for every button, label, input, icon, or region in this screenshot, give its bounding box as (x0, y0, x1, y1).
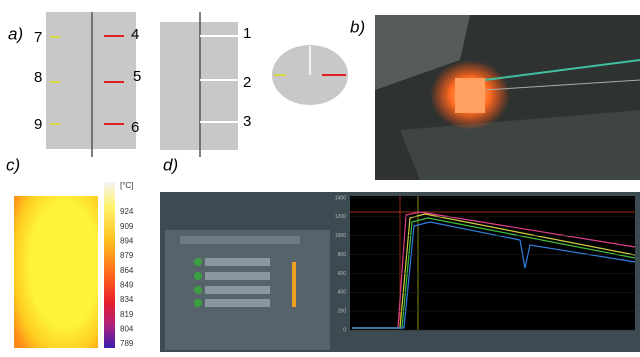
panel-label: a) (8, 24, 23, 43)
colorbar-label: 909 (120, 222, 134, 231)
colorbar-label: 849 (120, 280, 134, 289)
specimen (46, 12, 136, 149)
temperature-map (14, 196, 98, 348)
photo-specimen (455, 78, 485, 113)
colorbar-label: 879 (120, 251, 134, 260)
colorbar-label: 894 (120, 236, 134, 245)
sensor-number: 3 (243, 113, 251, 130)
colorbar-label: 864 (120, 266, 134, 275)
colorbar (104, 182, 115, 348)
colorbar-label: 789 (120, 339, 134, 348)
y-tick-label: 600 (338, 271, 347, 277)
y-tick-label: 0 (343, 327, 346, 333)
plot-area (350, 196, 635, 330)
sensor-number: 2 (243, 74, 251, 91)
slider (292, 262, 296, 307)
y-tick-label: 1200 (335, 214, 346, 220)
sensor-number: 9 (34, 116, 42, 133)
panel-d: 1 2 3 d) (160, 12, 348, 174)
sensor-number: 4 (131, 26, 139, 43)
colorbar-labels: 924 909 894 879 864 849 834 819 804 789 (120, 207, 134, 348)
sensor-number: 5 (133, 68, 141, 85)
colorbar-label: 819 (120, 310, 134, 319)
panel-b: b) (350, 15, 640, 180)
y-tick-label: 1400 (335, 195, 346, 201)
colorbar-label: 804 (120, 324, 134, 333)
sensor-number: 8 (34, 69, 42, 86)
sensor-number: 1 (243, 25, 251, 42)
panel-label: b) (350, 17, 365, 36)
y-tick-label: 800 (338, 252, 347, 258)
specimen (160, 22, 238, 150)
panel-a: a) 7 8 9 4 5 6 (8, 12, 141, 157)
panel-label: d) (163, 155, 178, 174)
sensor-number: 7 (34, 29, 42, 46)
colorbar-label: 924 (120, 207, 134, 216)
colorbar-label: 834 (120, 295, 134, 304)
panel-label: c) (6, 155, 20, 174)
panel-c: c) [°C] 924 909 894 879 864 849 834 819 804 789 (6, 155, 134, 348)
y-tick-label: 200 (338, 308, 347, 314)
y-tick-label: 400 (338, 290, 347, 296)
figure: a) 7 8 9 4 5 6 1 2 3 d) b) (0, 0, 640, 352)
software-screenshot: 1400 1200 1000 800 600 400 200 0 (160, 192, 640, 352)
y-tick-label: 1000 (335, 233, 346, 239)
colorbar-unit: [°C] (120, 181, 133, 190)
panel-header (180, 236, 300, 244)
sensor-number: 6 (131, 119, 139, 136)
